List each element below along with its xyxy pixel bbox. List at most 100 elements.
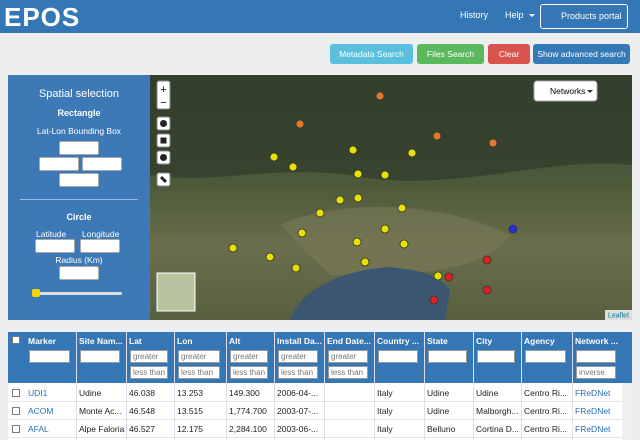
latitude-label: Latitude: [36, 229, 67, 239]
column-header[interactable]: Country ...: [377, 336, 420, 346]
table-cell: 2006-04-...: [277, 388, 319, 398]
circle-label: Circle: [66, 212, 92, 222]
zoom-control: [156, 80, 171, 110]
input[interactable]: [59, 173, 99, 187]
row-divider: [8, 437, 622, 438]
files-search[interactable]: Files Search: [417, 44, 484, 64]
table-cell[interactable]: AFAL: [28, 424, 49, 434]
column-divider: [174, 332, 175, 440]
networks-button[interactable]: [533, 80, 598, 102]
column-header[interactable]: City: [476, 336, 493, 346]
networks-label[interactable]: Networks: [550, 86, 585, 96]
radius-label: Radius (Km): [55, 255, 103, 265]
input[interactable]: [82, 157, 122, 171]
table: Marker Site Nam... Lat greater less than Lon g…: [8, 332, 632, 440]
table-cell: 13.515: [177, 406, 203, 416]
filter-input[interactable]: [80, 350, 120, 363]
column-header[interactable]: Marker: [28, 336, 56, 346]
select-all[interactable]: [12, 336, 20, 344]
row-checkbox[interactable]: [12, 407, 20, 415]
row-checkbox[interactable]: [12, 425, 20, 433]
filter-input[interactable]: [378, 350, 418, 363]
table-cell: Centro Ri...: [524, 388, 567, 398]
input[interactable]: [80, 239, 120, 253]
column-header[interactable]: Network ...: [575, 336, 618, 346]
filter-input[interactable]: [477, 350, 515, 363]
column-divider: [374, 332, 375, 440]
filter-input[interactable]: less than: [278, 366, 318, 379]
map[interactable]: + − Networks Leaflet: [150, 75, 632, 320]
table-cell: Italy: [377, 388, 393, 398]
clear[interactable]: Clear: [488, 44, 530, 64]
table-cell[interactable]: FReDNet: [575, 406, 611, 416]
column-header[interactable]: Agency: [524, 336, 555, 346]
filter-input[interactable]: [576, 350, 616, 363]
nav-link[interactable]: History: [460, 10, 489, 20]
column-divider: [473, 332, 474, 440]
row-checkbox[interactable]: [12, 389, 20, 397]
column-header[interactable]: State: [427, 336, 448, 346]
attribution[interactable]: Leaflet: [608, 312, 629, 319]
nav-link[interactable]: Help: [505, 10, 524, 20]
column-header[interactable]: Alt: [229, 336, 241, 346]
filter-input[interactable]: less than: [130, 366, 168, 379]
column-header[interactable]: End Date...: [327, 336, 371, 346]
filter-input[interactable]: less than: [328, 366, 368, 379]
scrollbar: [622, 383, 632, 440]
tool-icon[interactable]: [160, 137, 167, 144]
column-divider: [274, 332, 275, 440]
minimap: [156, 272, 196, 312]
input[interactable]: [35, 239, 75, 253]
column-divider: [324, 332, 325, 440]
filter-input[interactable]: less than: [178, 366, 220, 379]
filter-input[interactable]: greater: [230, 350, 268, 363]
table-cell: Belluno: [427, 424, 456, 434]
caret: [529, 14, 535, 17]
column-header[interactable]: Install Da...: [277, 336, 322, 346]
column-header[interactable]: Site Nam...: [79, 336, 123, 346]
filter-input[interactable]: less than: [230, 366, 268, 379]
logo[interactable]: EPOS: [4, 2, 81, 32]
table-cell: Monte Ac...: [79, 406, 122, 416]
tool-icon[interactable]: [160, 154, 167, 161]
column-header[interactable]: Lon: [177, 336, 193, 346]
zoom-out[interactable]: −: [160, 97, 166, 109]
table-cell: Centro Ri...: [524, 424, 567, 434]
table-cell: 149.300: [229, 388, 260, 398]
filter-input[interactable]: greater: [328, 350, 368, 363]
draw-tools: [156, 116, 171, 187]
zoom-in[interactable]: +: [160, 84, 166, 96]
metadata-search[interactable]: Metadata Search: [330, 44, 413, 64]
table-cell: Udine: [427, 406, 450, 416]
tool-icon[interactable]: [160, 120, 167, 127]
products-button[interactable]: Products portal: [540, 4, 628, 29]
table-cell[interactable]: UDI1: [28, 388, 48, 398]
input[interactable]: [59, 266, 99, 280]
filter-input[interactable]: greater: [130, 350, 168, 363]
table-cell: 46.527: [129, 424, 155, 434]
table-cell[interactable]: FReDNet: [575, 424, 611, 434]
advanced-search[interactable]: Show advanced search: [533, 44, 630, 64]
filter-input[interactable]: greater: [278, 350, 318, 363]
filter-input[interactable]: inverse: [576, 366, 616, 379]
column-divider: [226, 332, 227, 440]
column-divider: [76, 332, 77, 440]
filter-input[interactable]: [29, 350, 70, 363]
input[interactable]: [59, 141, 99, 155]
filter-input[interactable]: [428, 350, 467, 363]
slider-handle[interactable]: [32, 289, 40, 297]
table-cell[interactable]: ACOM: [28, 406, 54, 416]
table-cell: 13.253: [177, 388, 203, 398]
filter-input[interactable]: [525, 350, 566, 363]
mountains: [150, 75, 632, 181]
table-cell: Italy: [377, 406, 393, 416]
table-cell[interactable]: FReDNet: [575, 388, 611, 398]
tool-icon[interactable]: [159, 175, 168, 184]
attribution-box: [605, 310, 632, 320]
input[interactable]: [39, 157, 79, 171]
filter-input[interactable]: greater: [178, 350, 220, 363]
column-divider: [424, 332, 425, 440]
column-header[interactable]: Lat: [129, 336, 142, 346]
caret: [587, 90, 593, 93]
